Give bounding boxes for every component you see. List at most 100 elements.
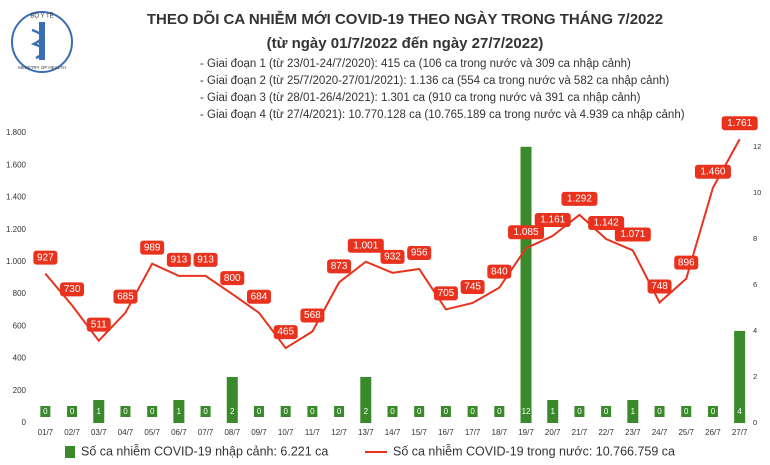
- bar-label-box: [681, 406, 692, 417]
- y-tick-label: 400: [13, 354, 27, 363]
- line-label: 1.161: [540, 215, 565, 226]
- legend-swatch: [65, 446, 75, 458]
- y-tick-label: 800: [13, 289, 27, 298]
- bar-label-box: [734, 406, 745, 417]
- x-tick-label: 21/7: [572, 428, 588, 437]
- line-label-box: [674, 255, 699, 270]
- x-tick-label: 02/7: [64, 428, 80, 437]
- bar-label-box: [440, 406, 451, 417]
- bar-label: 0: [684, 407, 689, 416]
- y-tick-label: 1.400: [6, 193, 27, 202]
- y2-tick-label: 12: [753, 142, 761, 151]
- x-tick-label: 08/7: [224, 428, 240, 437]
- line-label-box: [614, 227, 651, 242]
- bar-label-box: [307, 406, 318, 417]
- line-label: 730: [64, 284, 81, 295]
- line-label: 465: [277, 327, 294, 338]
- bar-label-box: [574, 406, 585, 417]
- line-label-box: [534, 212, 571, 227]
- x-tick-label: 14/7: [385, 428, 401, 437]
- bar: [226, 376, 238, 423]
- bar-label: 0: [203, 407, 208, 416]
- bar: [520, 146, 532, 424]
- legend-label: Số ca nhiễm COVID-19 nhập cảnh: 6.221 ca: [81, 443, 328, 458]
- line-label: 1.001: [353, 240, 378, 251]
- x-tick-label: 22/7: [598, 428, 614, 437]
- y-tick-label: 1.200: [6, 225, 27, 234]
- line-label-box: [300, 308, 325, 323]
- logo-staff: [39, 22, 45, 60]
- logo-top: BỘ Y TẾ: [30, 13, 53, 20]
- line-label: 684: [251, 291, 268, 302]
- x-tick-label: 25/7: [678, 428, 694, 437]
- line-label: 1.071: [620, 229, 645, 240]
- line-label: 705: [438, 288, 455, 299]
- bar-label: 1: [631, 407, 636, 416]
- bar-label-box: [521, 406, 532, 417]
- line-label-box: [246, 289, 271, 304]
- line-label-box: [327, 259, 352, 274]
- line-label: 1.292: [567, 193, 592, 204]
- bar-label-box: [654, 406, 665, 417]
- x-tick-label: 09/7: [251, 428, 267, 437]
- y2-tick-label: 10: [753, 188, 761, 197]
- bar-label-box: [494, 406, 505, 417]
- x-tick-label: 06/7: [171, 428, 187, 437]
- line-label-box: [380, 249, 405, 264]
- line-label: 840: [491, 266, 508, 277]
- line-label-box: [508, 225, 545, 240]
- bar-label-box: [147, 406, 158, 417]
- bar-label: 0: [283, 407, 288, 416]
- x-tick-label: 01/7: [38, 428, 54, 437]
- logo: BỘ Y TẾ MINISTRY OF HEALTH: [11, 11, 73, 73]
- y2-tick-label: 4: [753, 326, 757, 335]
- line-label-box: [694, 164, 731, 179]
- line-label: 748: [651, 281, 668, 292]
- line-label-box: [220, 271, 245, 286]
- line-label: 896: [678, 257, 695, 268]
- y2-tick-label: 8: [753, 234, 757, 243]
- line-label-box: [647, 279, 672, 294]
- bar-label: 0: [444, 407, 449, 416]
- line-label-box: [166, 252, 191, 267]
- bar-label-box: [40, 406, 51, 417]
- line-label-box: [347, 238, 384, 253]
- x-tick-label: 11/7: [305, 428, 321, 437]
- bar-label: 2: [364, 407, 369, 416]
- x-tick-label: 10/7: [278, 428, 294, 437]
- bar: [360, 376, 372, 423]
- bar-label-box: [467, 406, 478, 417]
- line: [44, 138, 741, 350]
- line-label: 989: [144, 242, 161, 253]
- x-tick-label: 03/7: [91, 428, 107, 437]
- line-label-box: [721, 116, 758, 131]
- line-label-box: [460, 279, 485, 294]
- note: - Giai đoạn 3 (từ 28/01-26/4/2021): 1.30…: [200, 92, 641, 104]
- y-tick-label: 1.600: [6, 160, 27, 169]
- line-label-box: [193, 252, 218, 267]
- y-tick-label: 1.000: [6, 257, 27, 266]
- bar-label: 12: [522, 407, 531, 416]
- x-tick-label: 18/7: [492, 428, 508, 437]
- y2-tick-label: 0: [753, 418, 757, 427]
- line-label-box: [60, 282, 85, 297]
- bar-label: 0: [417, 407, 422, 416]
- bar-label: 0: [150, 407, 155, 416]
- line-label: 800: [224, 273, 241, 284]
- bar-label: 4: [737, 407, 742, 416]
- line-label: 511: [91, 319, 107, 330]
- x-tick-label: 12/7: [331, 428, 347, 437]
- line-label: 1.761: [727, 118, 752, 129]
- bar-label-box: [547, 406, 558, 417]
- x-tick-label: 27/7: [732, 428, 748, 437]
- bar-label: 1: [550, 407, 555, 416]
- x-tick-label: 16/7: [438, 428, 454, 437]
- line-label: 568: [304, 310, 321, 321]
- bar-label-box: [173, 406, 184, 417]
- line-label: 1.085: [514, 227, 539, 238]
- bar-label: 0: [310, 407, 315, 416]
- y-tick-label: 600: [13, 321, 27, 330]
- line-label-box: [561, 191, 598, 206]
- y-tick-label: 0: [22, 418, 27, 427]
- line-label-box: [588, 216, 625, 231]
